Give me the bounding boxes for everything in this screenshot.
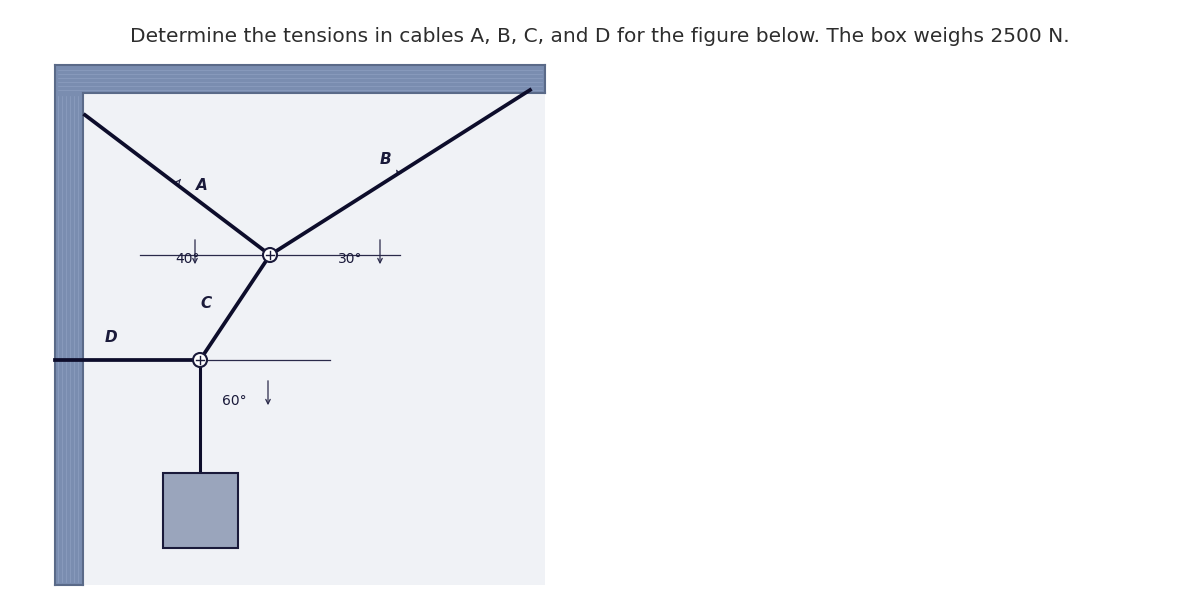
Text: 30°: 30° [338,252,362,266]
Circle shape [193,353,208,367]
Bar [55,65,545,93]
Text: 60°: 60° [222,394,247,408]
Bar [55,65,83,585]
Text: B: B [380,152,391,168]
Text: 40°: 40° [175,252,199,266]
Bar [83,93,545,585]
Text: Determine the tensions in cables A, B, C, and D for the figure below. The box we: Determine the tensions in cables A, B, C… [130,27,1070,46]
Text: D: D [106,330,118,345]
Circle shape [263,248,277,262]
Bar [163,473,238,548]
Text: C: C [200,296,211,310]
Text: A: A [196,178,208,193]
